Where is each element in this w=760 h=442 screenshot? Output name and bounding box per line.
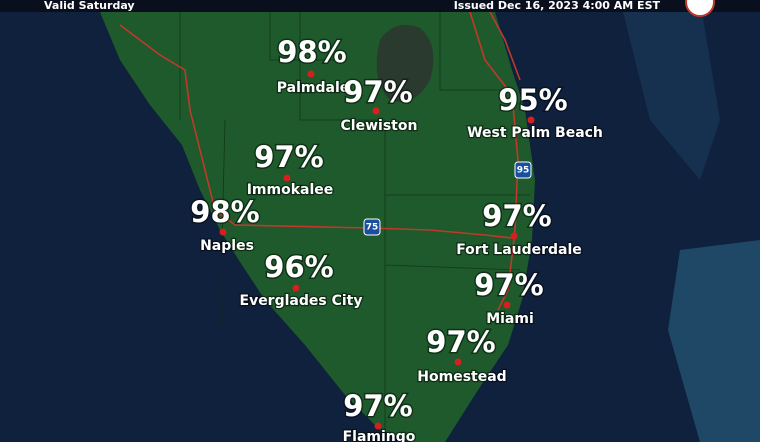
city-value: 97% <box>343 75 412 109</box>
city-value: 97% <box>426 325 495 359</box>
city-value: 98% <box>190 195 259 229</box>
city-dot <box>503 301 511 309</box>
city-dot <box>454 358 462 366</box>
city-value: 97% <box>343 389 412 423</box>
shield <box>363 218 381 236</box>
city-name: Miami <box>486 311 534 327</box>
city-dot <box>307 70 315 78</box>
city-dot <box>374 422 382 430</box>
shield-label: 95 <box>517 166 530 176</box>
city-name: Naples <box>200 238 254 254</box>
city-name: Palmdale <box>277 80 349 96</box>
shallows <box>620 0 720 180</box>
city-value: 96% <box>264 250 333 284</box>
city-name: Fort Lauderdale <box>456 242 582 258</box>
city-name: Homestead <box>417 369 506 385</box>
city-name: West Palm Beach <box>467 125 603 141</box>
city-value: 97% <box>254 140 323 174</box>
i-95 <box>469 11 519 311</box>
city-value: 97% <box>474 268 543 302</box>
header-right: Issued Dec 16, 2023 4:00 AM EST <box>454 0 661 12</box>
city-dot <box>510 232 518 240</box>
city-value: 97% <box>482 199 551 233</box>
header-left: Valid Saturday <box>44 0 135 12</box>
city-dot <box>527 116 535 124</box>
header-bar <box>0 0 760 12</box>
city-name: Immokalee <box>247 182 334 198</box>
county-lines <box>179 12 530 430</box>
city-dot <box>292 284 300 292</box>
city-name: Flamingo <box>343 429 416 442</box>
city-name: Everglades City <box>240 293 363 309</box>
city-dot <box>283 174 291 182</box>
shield <box>514 161 532 179</box>
city-value: 98% <box>277 35 346 69</box>
shields: 95 75 <box>363 161 532 236</box>
i-75 <box>119 24 513 239</box>
shield-label: 75 <box>366 223 379 233</box>
city-dot <box>219 228 227 236</box>
bahamas <box>668 240 760 442</box>
city-value: 95% <box>498 83 567 117</box>
lake-okeechobee <box>376 24 434 102</box>
logo <box>685 0 715 17</box>
city-dot <box>372 107 380 115</box>
city-name: Clewiston <box>341 118 418 134</box>
turnpike <box>489 11 521 81</box>
